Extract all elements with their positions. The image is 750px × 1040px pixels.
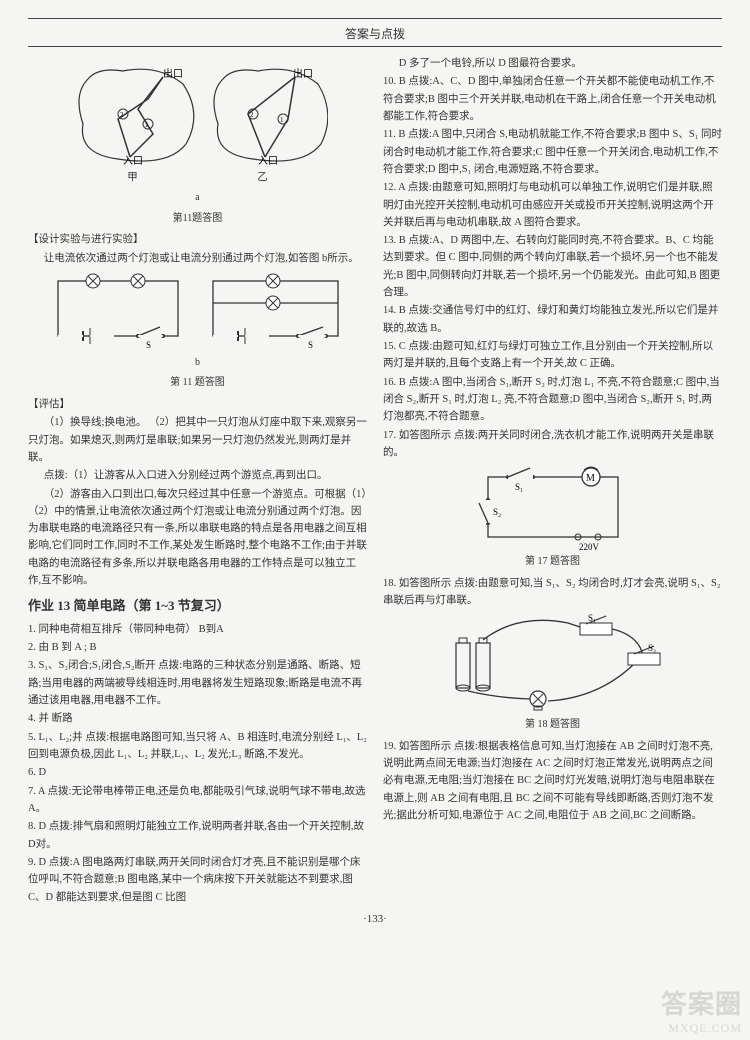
q18: 18. 如答图所示 点拨:由题意可知,当 S₁、S₂ 均闭合时,灯才会亮,说明 … — [383, 575, 722, 610]
q10: 10. B 点拨:A、C、D 图中,单独闭合任意一个开关都不能使电动机工作,不符… — [383, 73, 722, 125]
figure-11a: 出口 入口 2 1 出口 入口 2 1 甲 — [28, 59, 367, 186]
svg-text:S: S — [308, 340, 313, 350]
homework-13-title: 作业 13 简单电路（第 1~3 节复习） — [28, 595, 367, 616]
q13: 13. B 点拨:A、D 两图中,左、右转向灯能同时亮,不符合要求。B、C 均能… — [383, 232, 722, 301]
q11: 11. B 点拨:A 图中,只闭合 S,电动机就能工作,不符合要求;B 图中 S… — [383, 126, 722, 178]
page-number: ·133· — [28, 913, 722, 925]
fig11a-a: a — [28, 190, 367, 207]
q3: 3. S₁、S₂闭合;S₁闭合,S₂断开 点拨:电路的三种状态分别是通路、断路、… — [28, 657, 367, 709]
svg-text:M: M — [586, 473, 595, 484]
q19: 19. 如答图所示 点拨:根据表格信息可知,当灯泡接在 AB 之间时灯泡不亮,说… — [383, 738, 722, 825]
eval-point1: 点拨:（1）让游客从入口进入分别经过两个游览点,再到出口。 — [28, 467, 367, 484]
fig11b-caption: 第 11 题答图 — [28, 375, 367, 392]
svg-text:入口: 入口 — [123, 156, 143, 167]
q9: 9. D 点拨:A 图电路两灯串联,两开关同时闭合灯才亮,且不能识别是哪个床位呼… — [28, 854, 367, 906]
svg-text:1: 1 — [280, 116, 284, 124]
svg-text:S₁: S₁ — [588, 613, 596, 623]
svg-text:1: 1 — [145, 121, 149, 129]
svg-text:出口: 出口 — [163, 67, 183, 80]
fig11a-yi-label: 乙 — [257, 169, 268, 186]
figure-17: S₁ M S₂ 220V — [383, 465, 722, 550]
q2: 2. 由 B 到 A ; B — [28, 639, 367, 656]
design-text: 让电流依次通过两个灯泡或让电流分别通过两个灯泡,如答图 b所示。 — [28, 250, 367, 267]
svg-text:S: S — [146, 340, 151, 350]
right-column: D 多了一个电铃,所以 D 图最符合要求。 10. B 点拨:A、C、D 图中,… — [383, 55, 722, 907]
svg-text:S₁: S₁ — [515, 482, 523, 492]
left-column: 出口 入口 2 1 出口 入口 2 1 甲 — [28, 55, 367, 907]
q15: 15. C 点拨:由题可知,红灯与绿灯可独立工作,且分别由一个开关控制,所以两灯… — [383, 338, 722, 373]
q1: 1. 同种电荷相互排斥（带同种电荷） B到A — [28, 621, 367, 638]
watermark-zh: 答案圈 — [661, 984, 742, 1021]
design-heading: 【设计实验与进行实验】 — [28, 231, 367, 248]
svg-text:出口: 出口 — [293, 67, 313, 80]
eval-heading: 【评估】 — [28, 396, 367, 413]
q7: 7. A 点拨:无论带电棒带正电,还是负电,都能吸引气球,说明气球不带电,故选 … — [28, 783, 367, 818]
svg-text:2: 2 — [250, 111, 254, 119]
q8: 8. D 点拨:排气扇和照明灯能独立工作,说明两者并联,各由一个开关控制,故 D… — [28, 818, 367, 853]
fig11a-jia-label: 甲 — [127, 169, 138, 186]
eval-1: （1）换导线;换电池。 （2）把其中一只灯泡从灯座中取下来,观察另一只灯泡。如果… — [28, 414, 367, 466]
svg-text:220V: 220V — [579, 542, 600, 550]
figure-11b: S S — [28, 271, 367, 351]
svg-text:S₂: S₂ — [648, 643, 656, 653]
watermark: 答案圈 MXQE.COM — [661, 984, 742, 1036]
fig11b-b: b — [28, 355, 367, 372]
page-header-title: 答案与点拨 — [28, 21, 722, 46]
q16: 16. B 点拨:A 图中,当闭合 S₁,断开 S₂ 时,灯泡 L₁ 不亮,不符… — [383, 374, 722, 426]
q14: 14. B 点拨:交通信号灯中的红灯、绿灯和黄灯均能独立发光,所以它们是并联的,… — [383, 302, 722, 337]
fig17-caption: 第 17 题答图 — [383, 554, 722, 571]
fig11a-caption: 第11题答图 — [28, 211, 367, 228]
q6: 6. D — [28, 764, 367, 781]
svg-text:2: 2 — [120, 111, 124, 119]
watermark-en: MXQE.COM — [661, 1021, 742, 1036]
q9-cont: D 多了一个电铃,所以 D 图最符合要求。 — [383, 55, 722, 72]
svg-text:S₂: S₂ — [493, 507, 501, 517]
svg-text:入口: 入口 — [258, 156, 278, 167]
eval-point2: （2）游客由入口到出口,每次只经过其中任意一个游览点。可根据（1）（2）中的情景… — [28, 486, 367, 590]
fig18-caption: 第 18 题答图 — [383, 717, 722, 734]
q5: 5. L₁、L₂;并 点拨:根据电路图可知,当只将 A、B 相连时,电流分别经 … — [28, 729, 367, 764]
q12: 12. A 点拨:由题意可知,照明灯与电动机可以单独工作,说明它们是并联,照明灯… — [383, 179, 722, 231]
q17: 17. 如答图所示 点拨:两开关同时闭合,洗衣机才能工作,说明两开关是串联的。 — [383, 427, 722, 462]
figure-18: S₁ S₂ — [383, 613, 722, 713]
q4: 4. 并 断路 — [28, 710, 367, 727]
